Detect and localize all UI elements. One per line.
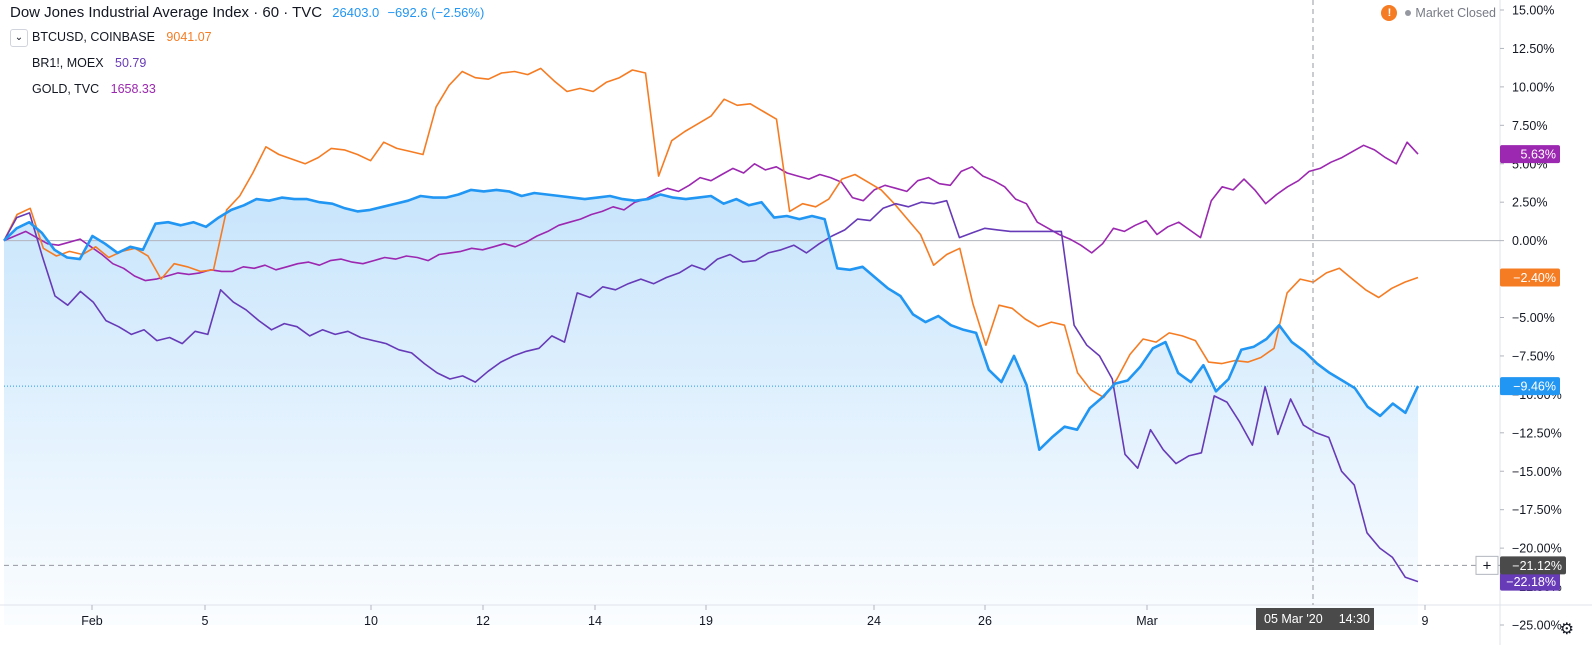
legend-item-br1[interactable]: BR1!, MOEX 50.79: [10, 50, 484, 76]
x-tick-label: 19: [699, 614, 713, 628]
series-line-btc[interactable]: [3, 67, 1419, 399]
last-value-badge: [1500, 377, 1560, 396]
last-value-badge: [1500, 268, 1560, 287]
y-tick-label: 15.00%: [1512, 4, 1554, 18]
x-tick-label: 24: [867, 614, 881, 628]
crosshair-value-badge: [1500, 556, 1566, 575]
x-tick-label: 12: [476, 614, 490, 628]
last-value-label: −9.46%: [1513, 380, 1556, 394]
legend-item-label: BR1!, MOEX: [32, 56, 104, 70]
settings-gear-icon[interactable]: ⚙: [1559, 621, 1574, 638]
last-value-badge: [1500, 572, 1560, 591]
y-tick-label: −15.00%: [1512, 465, 1562, 479]
y-tick-label: −17.50%: [1512, 503, 1562, 517]
last-value-label: 5.63%: [1521, 148, 1556, 162]
main-symbol-title: Dow Jones Industrial Average Index · 60 …: [10, 4, 323, 21]
status-dot-icon: [1405, 10, 1412, 16]
series-line-gold[interactable]: [3, 141, 1419, 282]
last-value-label: −2.40%: [1513, 271, 1556, 285]
x-tick-label: Mar: [1136, 614, 1158, 628]
main-symbol-value: 26403.0: [332, 5, 380, 20]
collapse-legend-button[interactable]: ⌄: [10, 29, 28, 47]
crosshair-value-label: −21.12%: [1512, 559, 1562, 573]
market-status[interactable]: ! Market Closed: [1381, 5, 1496, 21]
y-tick-label: 12.50%: [1512, 42, 1554, 56]
legend-item-value: 1658.33: [110, 82, 156, 96]
y-tick-label: −12.50%: [1512, 426, 1562, 440]
y-tick-label: 2.50%: [1512, 196, 1547, 210]
market-status-text: Market Closed: [1415, 6, 1496, 20]
plus-icon[interactable]: +: [1483, 557, 1492, 574]
y-tick-label: −25.00%: [1512, 619, 1562, 633]
last-value-label: −22.18%: [1506, 575, 1556, 589]
dji-area-fill: [4, 189, 1418, 625]
legend-item-btcusd[interactable]: ⌄ BTCUSD, COINBASE 9041.07: [10, 24, 484, 50]
legend-item-value: 50.79: [115, 56, 147, 70]
x-tick-label: 10: [364, 614, 378, 628]
x-tick-label: Feb: [81, 614, 103, 628]
y-tick-label: 10.00%: [1512, 80, 1554, 94]
legend-item-value: 9041.07: [166, 30, 212, 44]
main-symbol-change: −692.6 (−2.56%): [387, 5, 485, 20]
legend-item-gold[interactable]: GOLD, TVC 1658.33: [10, 76, 484, 102]
x-tick-label: 26: [978, 614, 992, 628]
legend-item-label: GOLD, TVC: [32, 82, 100, 96]
x-tick-label: 9: [1422, 614, 1429, 628]
x-tick-label: 5: [202, 614, 209, 628]
y-tick-label: −5.00%: [1512, 311, 1555, 325]
series-line-dji[interactable]: [3, 188, 1420, 451]
series-line-brent[interactable]: [3, 199, 1419, 583]
y-tick-label: −20.00%: [1512, 542, 1562, 556]
last-value-badge: [1500, 145, 1560, 164]
y-tick-label: −7.50%: [1512, 349, 1555, 363]
y-tick-label: 0.00%: [1512, 234, 1547, 248]
legend-item-label: BTCUSD, COINBASE: [32, 30, 155, 44]
main-symbol-legend[interactable]: Dow Jones Industrial Average Index · 60 …: [10, 2, 484, 24]
crosshair-date-label: 05 Mar '20: [1264, 612, 1323, 626]
chart-legend: Dow Jones Industrial Average Index · 60 …: [10, 2, 484, 102]
crosshair-date-badge: [1256, 608, 1374, 630]
crosshair-plus-button[interactable]: [1475, 555, 1499, 575]
crosshair-time-label: 14:30: [1339, 612, 1370, 626]
exclamation-icon[interactable]: !: [1381, 5, 1398, 21]
y-tick-label: 7.50%: [1512, 119, 1547, 133]
x-tick-label: 14: [588, 614, 602, 628]
